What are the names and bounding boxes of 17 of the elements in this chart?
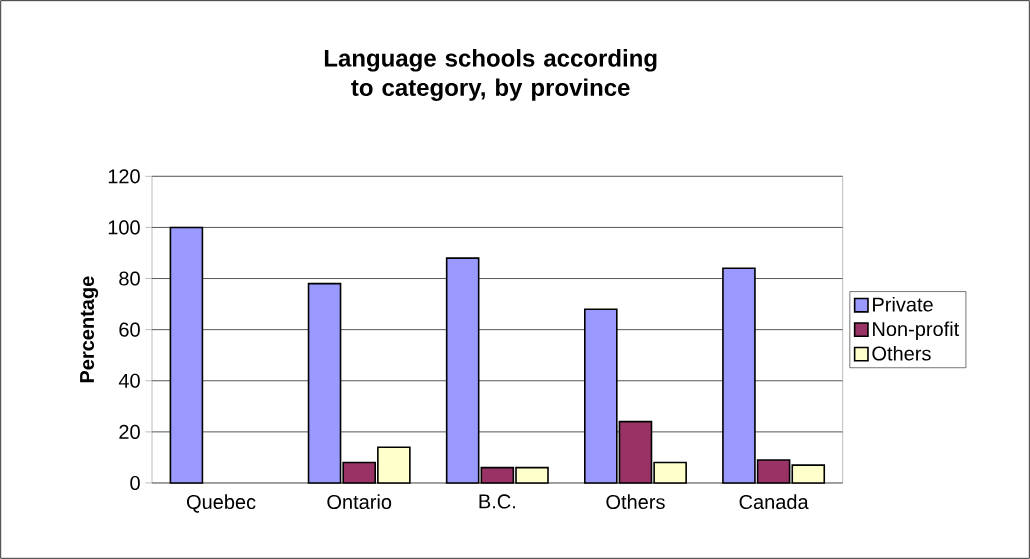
legend-label: Others xyxy=(872,345,931,361)
x-tick-label: B.C. xyxy=(479,494,515,509)
y-tick-label: 80 xyxy=(119,271,140,286)
x-tick-label: Quebec xyxy=(186,494,256,513)
y-axis-title: Percentage xyxy=(80,276,99,383)
y-tick-label: 120 xyxy=(108,169,140,184)
x-tick-label: Ontario xyxy=(327,494,392,510)
chart-title: Language schools according to category, by province xyxy=(324,49,657,101)
legend-label: Non-profit xyxy=(873,321,960,341)
legend-label: Private xyxy=(873,296,933,312)
x-tick-label: Canada xyxy=(739,494,809,510)
y-tick-label: 60 xyxy=(119,322,140,337)
y-tick-label: 40 xyxy=(118,373,140,388)
y-tick-label: 0 xyxy=(130,475,140,491)
y-tick-label: 100 xyxy=(108,220,140,235)
y-tick-label: 20 xyxy=(119,424,140,439)
x-tick-label: Others xyxy=(606,494,665,510)
